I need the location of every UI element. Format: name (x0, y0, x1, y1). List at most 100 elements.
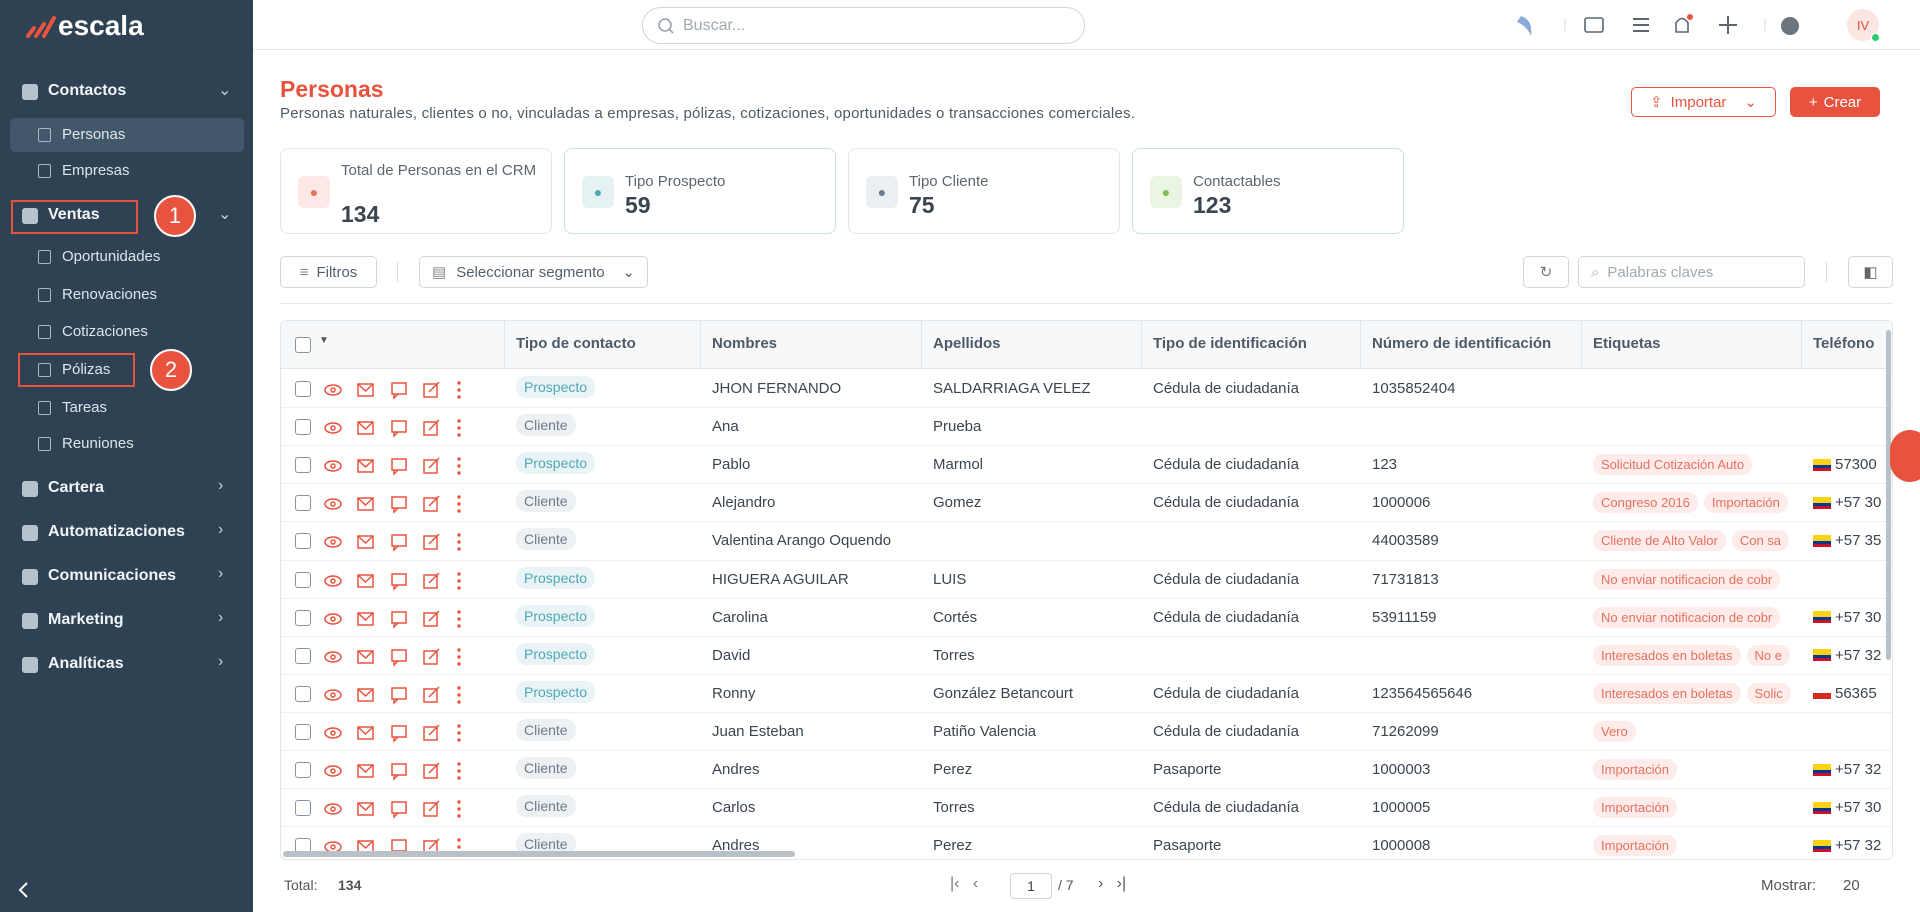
tag: Importación (1593, 759, 1677, 780)
tags-cell: Cliente de Alto Valor Con sa (1593, 530, 1799, 552)
pager-prev[interactable]: |‹ ‹ (950, 875, 979, 892)
nav-chevron: ⌄ (218, 206, 232, 223)
header-checkbox[interactable] (295, 337, 311, 353)
columns-button[interactable]: ◧ (1848, 256, 1893, 288)
cell-id-type: Cédula de ciudadanía (1153, 456, 1299, 474)
nav-item[interactable]: Personas (62, 126, 126, 143)
import-button[interactable]: ⇪ Importar ⌄ (1631, 87, 1776, 117)
tags-cell: Importación (1593, 759, 1799, 780)
segment-select[interactable]: ▤ Seleccionar segmento ⌄ (419, 256, 648, 288)
tag: Cliente de Alto Valor (1593, 530, 1726, 552)
nav-item-icon (38, 325, 51, 339)
nav-section[interactable]: Comunicaciones (48, 567, 177, 584)
row-checkbox[interactable] (295, 571, 311, 588)
divider (397, 262, 398, 282)
search-placeholder: Buscar... (683, 16, 746, 34)
row-checkbox[interactable] (295, 381, 311, 397)
cell-id-number: 1000003 (1372, 761, 1431, 778)
row-divider (281, 445, 1892, 447)
row-actions[interactable] (323, 761, 498, 781)
row-actions[interactable] (323, 799, 498, 819)
phone: +57 30 (1835, 608, 1882, 626)
row-actions[interactable] (323, 494, 498, 515)
nav-section[interactable]: Ventas (48, 206, 100, 223)
row-actions[interactable] (323, 685, 498, 705)
nav-item[interactable]: Reuniones (62, 435, 134, 452)
cell: Cliente (516, 833, 698, 856)
nav-item[interactable]: Empresas (62, 162, 130, 179)
nav-section[interactable]: Cartera (48, 479, 105, 496)
column-header[interactable]: Apellidos (933, 335, 1001, 352)
nav-item[interactable]: Cotizaciones (62, 323, 148, 340)
status-dot (1871, 33, 1880, 42)
column-divider (700, 321, 701, 369)
column-header[interactable]: Teléfono (1813, 335, 1875, 352)
cell-first: Carlos (712, 799, 756, 817)
filters-button[interactable]: ≡ Filtros (280, 256, 377, 288)
cell: Cliente (516, 414, 698, 437)
cell: Prospecto (516, 452, 698, 475)
column-header[interactable]: Número de identificación (1372, 335, 1552, 352)
flag (1813, 649, 1831, 662)
pager-next[interactable]: › ›| (1098, 875, 1127, 892)
cell: Cliente (516, 795, 698, 818)
type-pill: Prospecto (516, 566, 596, 589)
cell-id-number: 1000006 (1372, 494, 1431, 512)
column-header[interactable]: Nombres (712, 335, 778, 352)
row-checkbox[interactable] (295, 685, 311, 702)
flag (1813, 839, 1831, 852)
row-actions[interactable] (323, 456, 498, 476)
cell-id-number: 1000008 (1372, 837, 1431, 855)
cell: Cliente (516, 718, 698, 741)
nav-section[interactable]: Marketing (48, 611, 124, 628)
page-input[interactable]: 1 (1010, 873, 1052, 899)
create-button[interactable]: + Crear (1790, 87, 1880, 117)
column-header[interactable]: Tipo de identificación (1153, 335, 1307, 352)
phone-cell: +57 30 (1813, 799, 1892, 816)
nav-section[interactable]: Analíticas (48, 655, 124, 672)
row-actions[interactable] (323, 418, 498, 438)
row-checkbox[interactable] (295, 533, 311, 550)
column-header[interactable]: Tipo de contacto (516, 335, 636, 352)
row-actions[interactable] (323, 647, 498, 667)
nav-item[interactable]: Pólizas (62, 361, 111, 378)
nav-icon (22, 481, 38, 497)
row-checkbox[interactable] (295, 495, 311, 512)
refresh-button[interactable]: ↻ (1523, 256, 1569, 288)
nav-item-icon (38, 437, 51, 451)
page-count: / 7 (1058, 877, 1074, 893)
row-checkbox[interactable] (295, 800, 311, 817)
row-actions[interactable] (323, 532, 498, 553)
cell-first: Pablo (712, 456, 751, 474)
row-checkbox[interactable] (295, 419, 311, 436)
chat-widget[interactable] (1890, 430, 1920, 482)
nav-active-bg (10, 118, 244, 152)
cell-first: JHON FERNANDO (712, 380, 842, 397)
type-pill: Prospecto (516, 604, 596, 627)
row-actions[interactable] (323, 723, 498, 743)
nav-item[interactable]: Tareas (62, 399, 108, 416)
nav-section[interactable]: Contactos (48, 82, 127, 99)
cell-first: Andres (712, 837, 760, 855)
nav-icon (22, 525, 38, 541)
show-value[interactable]: 20 (1843, 877, 1860, 894)
row-checkbox[interactable] (295, 647, 311, 664)
nav-item[interactable]: Renovaciones (62, 286, 158, 303)
row-actions[interactable] (323, 380, 498, 400)
tags-cell: Congreso 2016 Importación (1593, 492, 1799, 514)
row-checkbox[interactable] (295, 762, 311, 778)
keywords-input[interactable]: ⌕ Palabras claves (1578, 256, 1805, 288)
nav-item[interactable]: Oportunidades (62, 248, 161, 265)
row-actions[interactable] (323, 571, 498, 591)
row-actions[interactable] (323, 609, 498, 629)
nav-item-icon (38, 288, 51, 302)
row-checkbox[interactable] (295, 457, 311, 474)
nav-section[interactable]: Automatizaciones (48, 523, 185, 540)
stat-label: Tipo Cliente (909, 173, 989, 190)
search-box[interactable]: Buscar... (642, 7, 1085, 44)
column-header[interactable]: Etiquetas (1593, 335, 1661, 352)
row-checkbox[interactable] (295, 723, 311, 740)
page-title: Personas (280, 76, 384, 102)
collapse-button[interactable] (14, 880, 34, 900)
row-checkbox[interactable] (295, 609, 311, 626)
